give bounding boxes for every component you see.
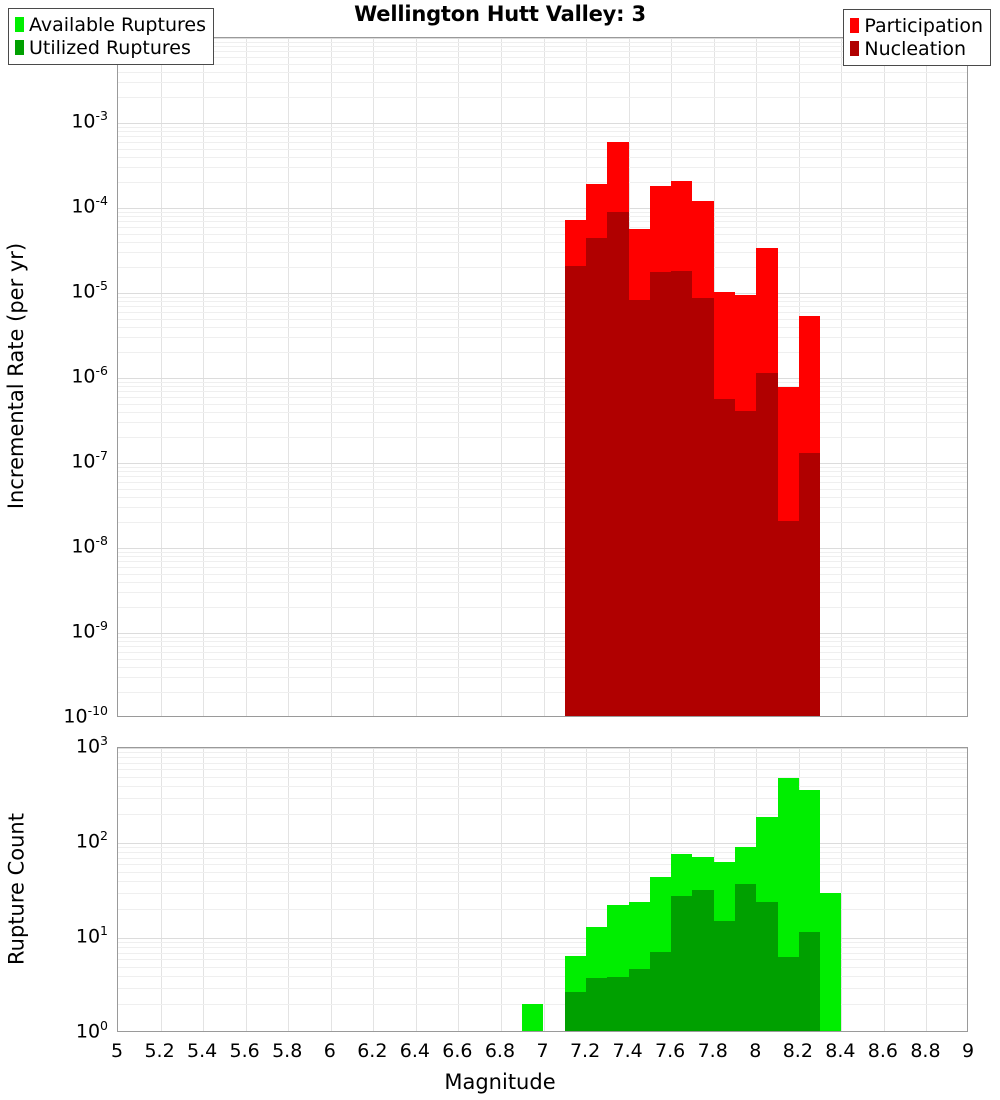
- legend-swatch-utilized-ruptures: [15, 40, 24, 55]
- legend-item-participation[interactable]: Participation: [850, 14, 983, 37]
- x-tick-label: 9: [961, 1040, 975, 1062]
- legend-item-available-ruptures[interactable]: Available Ruptures: [15, 13, 206, 36]
- bar-utilized-ruptures: [671, 895, 693, 1031]
- bar-utilized-ruptures: [607, 976, 629, 1031]
- x-tick-label: 5.2: [144, 1040, 175, 1062]
- y-tick-label: 10-3: [71, 108, 108, 133]
- legend-swatch-participation: [850, 18, 860, 33]
- incremental-rate-plot: [117, 37, 968, 717]
- x-tick-label: 6.8: [484, 1040, 516, 1062]
- y-tick-label: 101: [75, 923, 108, 948]
- bar-series-bottom: [118, 748, 967, 1031]
- x-tick-label: 6.6: [442, 1040, 473, 1062]
- x-tick-label: 6.2: [357, 1040, 388, 1062]
- x-tick-label: 8: [749, 1040, 762, 1062]
- legend-swatch-nucleation: [850, 41, 860, 56]
- y-tick-label: 10-5: [71, 278, 108, 303]
- legend-bottom: Available Ruptures Utilized Ruptures: [8, 8, 214, 65]
- x-tick-label: 5.6: [229, 1040, 260, 1062]
- bar-utilized-ruptures: [734, 884, 757, 1031]
- legend-label-utilized-ruptures: Utilized Ruptures: [29, 36, 191, 59]
- rupture-count-plot: [117, 747, 968, 1032]
- bar-nucleation: [777, 520, 799, 716]
- bar-series-top: [118, 38, 967, 716]
- y-axis-title-bottom: Rupture Count: [4, 812, 28, 965]
- y-tick-label: 10-6: [71, 363, 108, 388]
- y-tick-label: 10-4: [71, 193, 108, 218]
- bar-utilized-ruptures: [756, 901, 778, 1031]
- legend-swatch-available-ruptures: [15, 17, 24, 32]
- x-tick-label: 7.4: [612, 1040, 643, 1062]
- x-tick-label: 7.8: [697, 1040, 728, 1062]
- bar-utilized-ruptures: [798, 932, 821, 1031]
- legend-label-available-ruptures: Available Ruptures: [29, 13, 206, 36]
- bar-utilized-ruptures: [692, 890, 714, 1031]
- bar-nucleation: [692, 298, 714, 716]
- y-tick-label: 10-8: [71, 533, 108, 558]
- x-tick-label: 5.8: [272, 1040, 303, 1062]
- x-tick-label: 6: [323, 1040, 336, 1062]
- y-tick-label: 103: [75, 733, 108, 758]
- bar-nucleation: [607, 212, 629, 716]
- legend-top: Participation Nucleation: [843, 9, 991, 66]
- bar-nucleation: [586, 238, 608, 716]
- legend-label-nucleation: Nucleation: [864, 37, 967, 60]
- page-title: Wellington Hutt Valley: 3: [354, 2, 646, 26]
- x-axis-title: Magnitude: [444, 1070, 556, 1094]
- x-tick-label: 6.4: [399, 1040, 430, 1062]
- y-tick-label: 100: [75, 1018, 108, 1043]
- x-tick-label: 5: [110, 1040, 124, 1062]
- bar-nucleation: [564, 265, 587, 716]
- legend-label-participation: Participation: [864, 14, 983, 37]
- bar-nucleation: [756, 372, 778, 716]
- bar-utilized-ruptures: [777, 957, 799, 1031]
- legend-item-utilized-ruptures[interactable]: Utilized Ruptures: [15, 36, 206, 59]
- bar-nucleation: [734, 410, 757, 716]
- x-tick-label: 8.4: [825, 1040, 856, 1062]
- y-axis-title-top: Incremental Rate (per yr): [4, 242, 28, 510]
- x-tick-label: 5.4: [186, 1040, 218, 1062]
- bar-available-ruptures: [522, 1004, 544, 1031]
- bar-nucleation: [628, 299, 650, 716]
- bar-utilized-ruptures: [586, 977, 608, 1031]
- y-tick-label: 10-10: [63, 703, 108, 728]
- bar-nucleation: [649, 272, 672, 716]
- y-tick-label: 102: [75, 828, 108, 853]
- bar-utilized-ruptures: [713, 921, 735, 1031]
- x-tick-label: 7.2: [569, 1040, 601, 1062]
- y-tick-label: 10-9: [71, 618, 108, 643]
- x-tick-label: 7: [536, 1040, 549, 1062]
- bar-available-ruptures: [820, 892, 842, 1031]
- bar-nucleation: [671, 271, 693, 716]
- bar-nucleation: [713, 399, 735, 716]
- legend-item-nucleation[interactable]: Nucleation: [850, 37, 983, 60]
- x-tick-label: 8.2: [782, 1040, 813, 1062]
- x-tick-label: 8.6: [867, 1040, 898, 1062]
- y-tick-label: 10-7: [71, 448, 108, 473]
- bar-nucleation: [798, 453, 821, 716]
- bar-utilized-ruptures: [649, 951, 672, 1031]
- bar-utilized-ruptures: [564, 992, 587, 1031]
- x-tick-label: 7.6: [655, 1040, 686, 1062]
- x-tick-label: 8.8: [910, 1040, 941, 1062]
- bar-utilized-ruptures: [628, 969, 650, 1031]
